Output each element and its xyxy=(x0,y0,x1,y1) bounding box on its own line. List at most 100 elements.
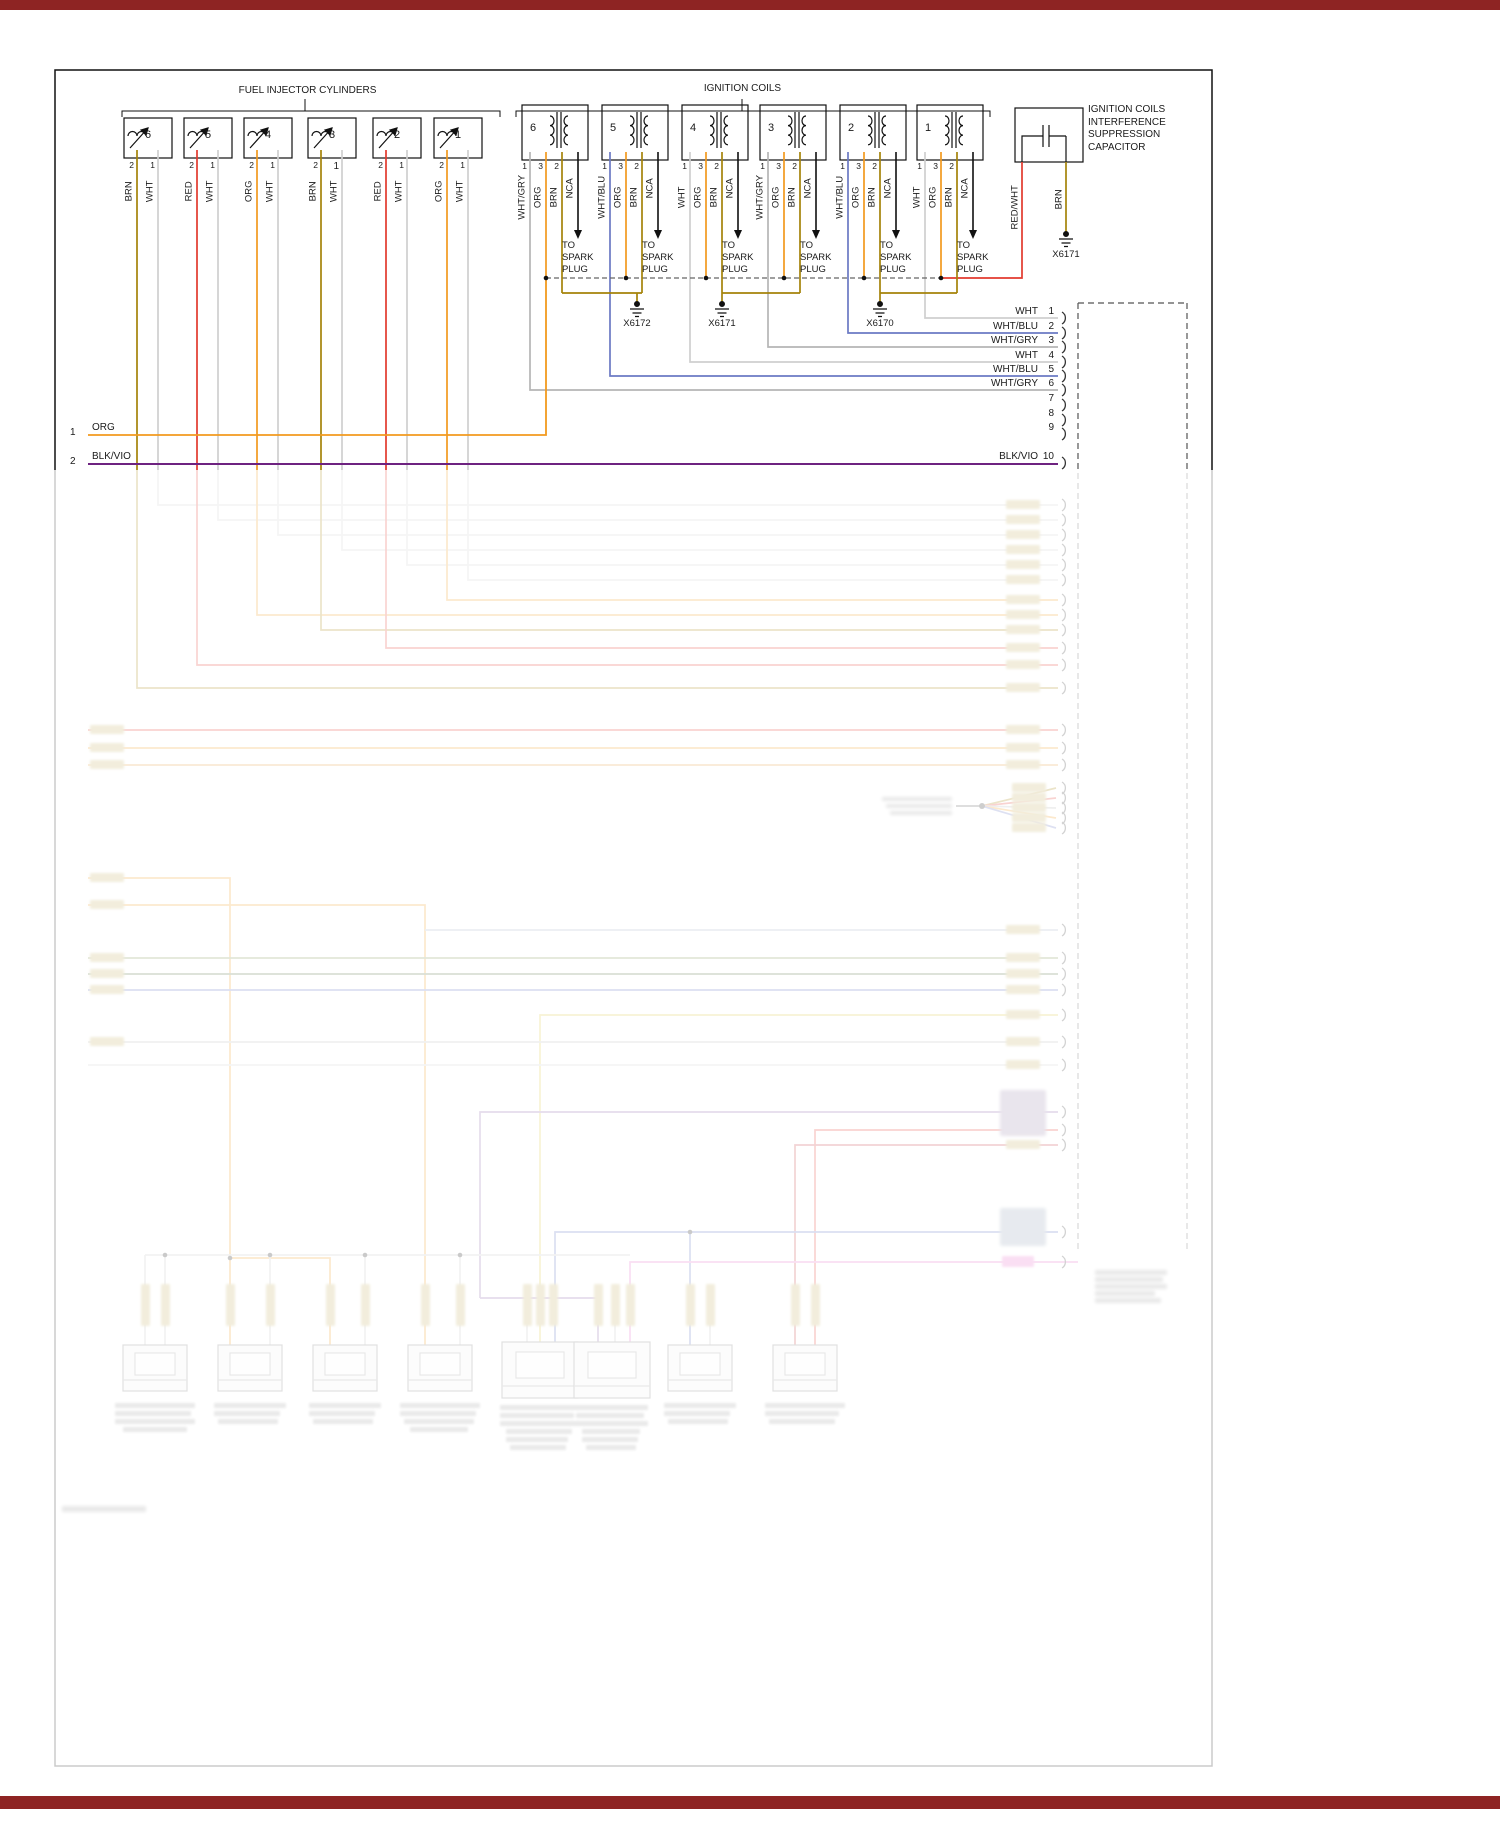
spark-plug-lines xyxy=(574,152,977,239)
coil-5-number: 5 xyxy=(609,122,617,134)
wire-label: BRN xyxy=(708,187,720,208)
ecu-pin-wire: WHT/GRY xyxy=(990,378,1038,389)
feed-2-number: 2 xyxy=(70,456,76,467)
feed-2-wire: BLK/VIO xyxy=(92,451,131,462)
wire-label: ORG xyxy=(243,180,255,203)
wire-label: NCA xyxy=(644,178,656,199)
wire-label: RED/WHT xyxy=(1009,185,1021,230)
ecu-pin-number: 4 xyxy=(1048,350,1054,361)
wire-label: BRN xyxy=(943,187,955,208)
ecu-pin-wire: WHT/GRY xyxy=(990,335,1038,346)
wire-label: NCA xyxy=(802,178,814,199)
coil-supply-wires xyxy=(88,152,1023,436)
coil-pin: 3 xyxy=(698,161,703,171)
wire-label: WHT/GRY xyxy=(516,174,528,220)
wire-label: ORG xyxy=(433,180,445,203)
coil-pin: 1 xyxy=(522,161,527,171)
page-edge-bottom xyxy=(0,1796,1500,1809)
spark-plug-label: TO SPARK PLUG xyxy=(642,240,674,276)
wire-label: BRN xyxy=(307,181,319,202)
coil-3-number: 3 xyxy=(767,122,775,134)
ground-symbols xyxy=(630,231,1073,318)
injector-3-number: 3 xyxy=(328,129,336,141)
wire-label: BRN xyxy=(786,187,798,208)
ecu-connector-sockets xyxy=(1061,311,1066,470)
wire-label: BRN xyxy=(628,187,640,208)
fuel-injector-section-title: FUEL INJECTOR CYLINDERS xyxy=(238,85,377,96)
injector-1-number: 1 xyxy=(454,129,462,141)
coil-pin: 2 xyxy=(949,161,954,171)
ecu-pin-wire: WHT/BLU xyxy=(993,321,1038,332)
ecu-pin-number: 9 xyxy=(1048,422,1054,433)
coil-pin: 1 xyxy=(917,161,922,171)
wire-label: WHT/BLU xyxy=(834,175,846,219)
injector-pin: 2 xyxy=(249,160,254,170)
wire-label: WHT xyxy=(328,180,340,203)
injector-pin: 1 xyxy=(460,160,465,170)
page-edge-top xyxy=(0,0,1500,10)
spark-plug-label: TO SPARK PLUG xyxy=(880,240,912,276)
ecu-pin-wire: BLK/VIO xyxy=(999,451,1038,462)
ignition-coil-symbols xyxy=(521,104,984,161)
coil-pin: 1 xyxy=(840,161,845,171)
wire-label: BRN xyxy=(548,187,560,208)
wire-label: ORG xyxy=(927,186,939,209)
wire-label: WHT xyxy=(393,180,405,203)
coil-1-number: 1 xyxy=(924,122,932,134)
injector-pin: 1 xyxy=(399,160,404,170)
ecu-pin-number: 6 xyxy=(1048,378,1054,389)
coil-pin: 3 xyxy=(618,161,623,171)
ecu-pin-number: 2 xyxy=(1048,321,1054,332)
wire-label: WHT/GRY xyxy=(754,174,766,220)
ground-id-capacitor: X6171 xyxy=(1052,249,1080,260)
coil-pin: 1 xyxy=(760,161,765,171)
wire-label: ORG xyxy=(770,186,782,209)
coil-pin: 1 xyxy=(682,161,687,171)
coil-pin: 2 xyxy=(554,161,559,171)
wire-label: ORG xyxy=(692,186,704,209)
ecu-pin-number: 3 xyxy=(1048,335,1054,346)
ignition-coils-section-title: IGNITION COILS xyxy=(703,83,782,94)
coil-pin: 3 xyxy=(538,161,543,171)
wire-label: BRN xyxy=(123,181,135,202)
ground-id-x6171: X6171 xyxy=(708,318,736,329)
wire-label: WHT xyxy=(454,180,466,203)
spark-plug-label: TO SPARK PLUG xyxy=(957,240,989,276)
wire-label: NCA xyxy=(564,178,576,199)
coil-pin: 3 xyxy=(933,161,938,171)
ecu-pin-number: 10 xyxy=(1042,451,1054,462)
injector-pin: 2 xyxy=(129,160,134,170)
injector-pin: 2 xyxy=(313,160,318,170)
wire-label: NCA xyxy=(959,178,971,199)
coil-pin: 2 xyxy=(714,161,719,171)
coil-trigger-wires xyxy=(529,152,1058,391)
coil-pin: 3 xyxy=(856,161,861,171)
injector-pin: 2 xyxy=(189,160,194,170)
coil-pin: 2 xyxy=(792,161,797,171)
wire-label: RED xyxy=(183,181,195,202)
injector-pin: 2 xyxy=(378,160,383,170)
injector-pin: 1 xyxy=(210,160,215,170)
ecu-pin-number: 1 xyxy=(1048,306,1054,317)
coil-4-number: 4 xyxy=(689,122,697,134)
coil-ground-wires xyxy=(561,152,1067,302)
ecu-pin-number: 7 xyxy=(1048,393,1054,404)
ground-id-x6170: X6170 xyxy=(866,318,894,329)
feed-1-number: 1 xyxy=(70,427,76,438)
coil-pin: 1 xyxy=(602,161,607,171)
spark-plug-label: TO SPARK PLUG xyxy=(562,240,594,276)
ecu-pin-number: 5 xyxy=(1048,364,1054,375)
injector-4-number: 4 xyxy=(264,129,272,141)
injector-pin: 2 xyxy=(439,160,444,170)
feed-1-wire: ORG xyxy=(92,422,115,433)
wire-label: NCA xyxy=(882,178,894,199)
section-brackets xyxy=(121,99,991,117)
coil-pin: 2 xyxy=(634,161,639,171)
ecu-pin-wire: WHT xyxy=(1015,306,1038,317)
wire-label: ORG xyxy=(532,186,544,209)
wire-label: WHT xyxy=(264,180,276,203)
wire-label: ORG xyxy=(850,186,862,209)
wire-label: WHT xyxy=(911,186,923,209)
